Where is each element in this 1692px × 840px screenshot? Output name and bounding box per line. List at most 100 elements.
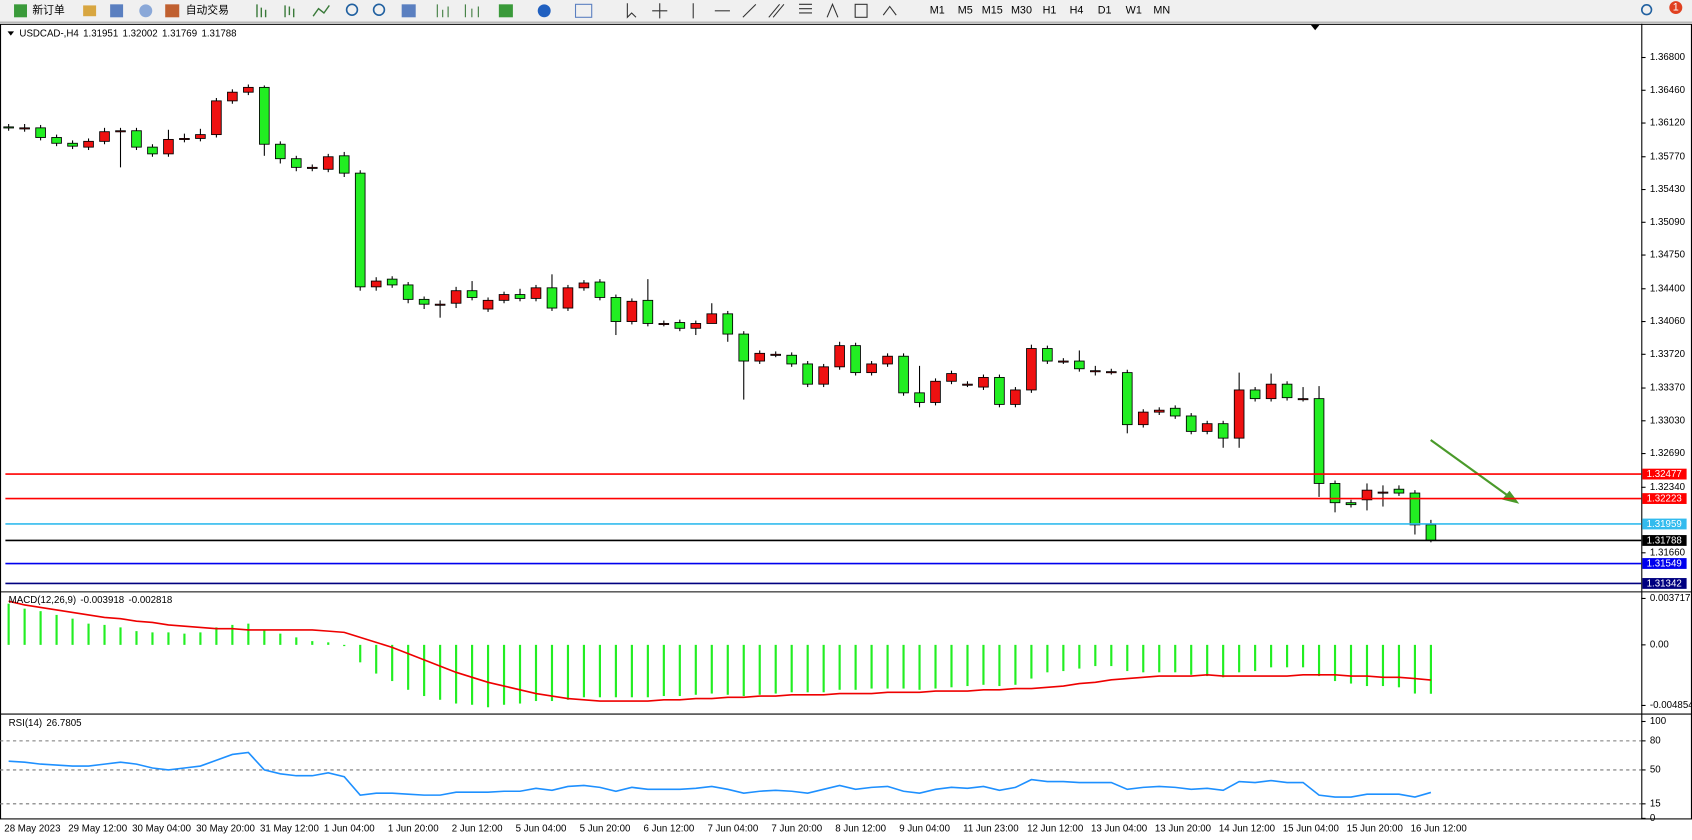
auto-trade-button[interactable]: 自动交易	[186, 3, 229, 17]
candle-body	[290, 158, 302, 168]
x-tick-label: 31 May 12:00	[260, 824, 319, 835]
fibo-icon[interactable]	[799, 3, 812, 14]
bar-chart-icon[interactable]	[256, 4, 267, 18]
indicator-value: 26.7805	[46, 718, 81, 729]
candle-body	[930, 380, 941, 403]
candle-body	[1313, 398, 1325, 484]
x-tick-label: 2 Jun 12:00	[452, 824, 503, 835]
y-tick-label: 1.36120	[1650, 118, 1686, 129]
timeframe-button[interactable]: D1	[1098, 5, 1112, 17]
price-label-box	[1642, 535, 1687, 546]
timeframe-button[interactable]: M1	[930, 5, 945, 17]
timeframe-button[interactable]: M30	[1011, 5, 1032, 17]
text-icon[interactable]	[826, 2, 839, 18]
timeframe-button[interactable]: M15	[982, 5, 1003, 17]
price-label: 1.32477	[1647, 469, 1682, 480]
candle-body	[83, 140, 94, 148]
x-tick-label: 16 Jun 12:00	[1411, 824, 1468, 835]
x-tick-label: 11 Jun 23:00	[963, 824, 1019, 835]
scroll-icon[interactable]	[436, 4, 449, 18]
auto-trade-icon[interactable]	[165, 4, 180, 18]
candle-body	[354, 172, 366, 288]
candle-body	[994, 376, 1005, 405]
y-tick-label: 1.34750	[1650, 250, 1686, 261]
name: MACD(12,26,9)	[9, 595, 76, 606]
candle-body	[1297, 398, 1309, 401]
candle-chart-icon[interactable]	[284, 5, 295, 18]
trendline-icon[interactable]	[742, 3, 757, 18]
zoom-in-icon[interactable]	[345, 3, 359, 16]
title-marker	[7, 31, 15, 36]
arrow-annotation	[1430, 439, 1520, 504]
icon[interactable]	[83, 5, 97, 17]
candle-body	[1281, 383, 1293, 399]
candle-body	[1185, 415, 1197, 432]
icon[interactable]	[139, 4, 153, 18]
candle-body	[227, 91, 238, 102]
notification-badge[interactable]	[1669, 1, 1683, 15]
candle-body	[898, 355, 909, 394]
symbol: USDCAD-,H4	[19, 28, 79, 39]
x-tick-label: 7 Jun 20:00	[771, 824, 822, 835]
x-tick-label: 5 Jun 04:00	[516, 824, 567, 835]
candle-body	[1074, 360, 1085, 370]
shift-marker	[1310, 24, 1320, 31]
crosshair-icon[interactable]	[652, 3, 668, 19]
cursor-icon[interactable]	[626, 3, 637, 19]
arrows-icon[interactable]	[882, 5, 897, 16]
templates-icon[interactable]	[574, 3, 593, 18]
y-tick-label: 1.33720	[1650, 349, 1686, 360]
line-chart-icon[interactable]	[312, 4, 330, 17]
channel-icon[interactable]	[768, 3, 785, 18]
candle-body	[1329, 482, 1341, 504]
candle-body	[594, 281, 606, 298]
shift-icon[interactable]	[464, 4, 479, 18]
y-tick-label: 1.36460	[1650, 85, 1686, 96]
candle-body	[1425, 524, 1437, 541]
y-tick-label: 0	[1650, 813, 1656, 824]
candle-body	[690, 323, 702, 329]
candle-body	[786, 354, 797, 365]
candle-body	[866, 363, 877, 374]
candle-body	[1010, 389, 1021, 405]
candle-body	[562, 287, 574, 309]
timeframe-button[interactable]: MN	[1153, 5, 1170, 17]
search-icon[interactable]	[1640, 4, 1653, 16]
y-tick-label: 1.34400	[1650, 283, 1686, 294]
x-tick-label: 9 Jun 04:00	[899, 824, 950, 835]
candle-body	[450, 290, 462, 304]
timeframe-button[interactable]: W1	[1126, 5, 1142, 17]
candle-body	[1345, 502, 1357, 506]
candle-body	[402, 284, 414, 300]
candle-body	[962, 383, 973, 386]
candle-body	[418, 298, 430, 305]
new-order-icon[interactable]	[14, 4, 27, 18]
timeframe-button[interactable]: M5	[958, 5, 973, 17]
timeframe-button[interactable]: H4	[1070, 5, 1084, 17]
y-tick-label: -0.004854	[1650, 700, 1692, 711]
x-tick-label: 12 Jun 12:00	[1027, 824, 1084, 835]
candle-body	[211, 100, 222, 136]
price-label-box	[1642, 518, 1687, 530]
label-icon[interactable]	[854, 3, 868, 18]
indicators-icon[interactable]	[498, 4, 513, 18]
periods-icon[interactable]	[537, 4, 551, 18]
candle-body	[1377, 491, 1389, 494]
ohlc-value: 1.31769	[162, 28, 197, 39]
candle-body	[1090, 370, 1101, 373]
candle-body	[1393, 488, 1405, 494]
candle-body	[706, 313, 718, 324]
y-tick-label: 100	[1650, 716, 1667, 727]
candle-body	[914, 392, 925, 403]
timeframe-button[interactable]: H1	[1043, 5, 1057, 17]
candle-body	[546, 287, 558, 309]
notification-count: 1	[1673, 1, 1679, 13]
icon[interactable]	[110, 4, 124, 18]
y-tick-label: 1.31660	[1650, 547, 1686, 558]
y-tick-label: 0.00	[1650, 639, 1669, 650]
tile-icon[interactable]	[401, 4, 416, 18]
zoom-out-icon[interactable]	[372, 3, 386, 16]
ohlc-value: 1.31788	[201, 28, 236, 39]
candle-body	[370, 280, 382, 288]
new-order-button[interactable]: 新订单	[32, 3, 65, 17]
